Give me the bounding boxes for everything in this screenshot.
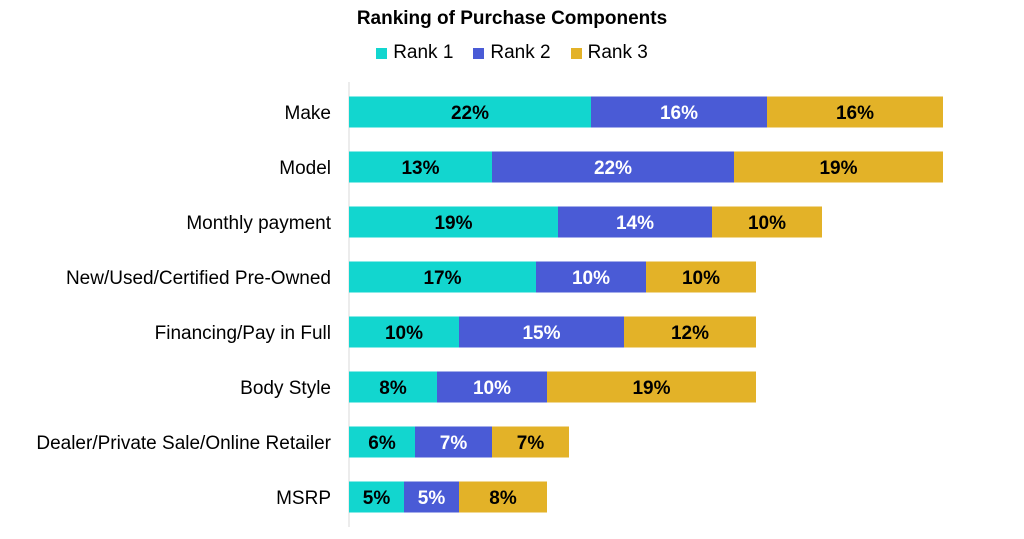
bar-segment-rank-2 — [591, 96, 767, 128]
legend-label-rank-3: Rank 3 — [587, 42, 648, 63]
data-label-rank-2: 5% — [418, 488, 446, 509]
data-label-rank-2: 15% — [522, 323, 560, 344]
data-label-rank-3: 19% — [632, 378, 670, 399]
data-label-rank-2: 16% — [660, 103, 698, 124]
bar-segment-rank-3 — [624, 316, 756, 348]
legend-label-rank-2: Rank 2 — [490, 42, 551, 63]
data-label-rank-1: 6% — [368, 433, 396, 454]
data-label-rank-2: 10% — [572, 268, 610, 289]
chart-title: Ranking of Purchase Components — [356, 8, 668, 29]
bar-segment-rank-2 — [459, 316, 624, 348]
bar-segment-rank-3 — [767, 96, 943, 128]
bar-segment-rank-3 — [734, 151, 943, 183]
bar-segment-rank-2 — [536, 261, 646, 293]
category-label: Model — [279, 158, 331, 179]
legend-item-rank-2: Rank 2 — [473, 42, 551, 64]
category-label: Dealer/Private Sale/Online Retailer — [36, 433, 331, 454]
legend: Rank 1 Rank 2 Rank 3 — [0, 42, 1024, 64]
legend-swatch-rank-3 — [570, 47, 582, 59]
data-label-rank-1: 13% — [401, 158, 439, 179]
category-label: Make — [285, 103, 331, 124]
legend-item-rank-3: Rank 3 — [570, 42, 648, 64]
data-label-rank-1: 5% — [363, 488, 391, 509]
bar-segment-rank-1 — [349, 151, 492, 183]
bar-segment-rank-1 — [349, 371, 437, 403]
bar-segment-rank-1 — [349, 96, 591, 128]
data-label-rank-1: 10% — [385, 323, 423, 344]
bar-segment-rank-1 — [349, 481, 404, 513]
data-label-rank-3: 7% — [517, 433, 545, 454]
bar-segment-rank-2 — [404, 481, 459, 513]
data-label-rank-1: 8% — [379, 378, 407, 399]
category-label: Monthly payment — [186, 213, 331, 234]
data-label-rank-3: 16% — [836, 103, 874, 124]
data-label-rank-3: 12% — [671, 323, 709, 344]
data-label-rank-2: 10% — [473, 378, 511, 399]
bar-segment-rank-2 — [415, 426, 492, 458]
bar-segment-rank-1 — [349, 206, 558, 238]
data-label-rank-1: 19% — [434, 213, 472, 234]
bar-segment-rank-2 — [437, 371, 547, 403]
legend-swatch-rank-1 — [376, 47, 388, 59]
bar-segment-rank-3 — [547, 371, 756, 403]
data-label-rank-3: 10% — [748, 213, 786, 234]
category-label: Financing/Pay in Full — [155, 323, 331, 344]
data-label-rank-2: 14% — [616, 213, 654, 234]
bar-segment-rank-2 — [558, 206, 712, 238]
bar-segment-rank-1 — [349, 261, 536, 293]
data-label-rank-1: 22% — [451, 103, 489, 124]
category-label: New/Used/Certified Pre-Owned — [66, 268, 331, 289]
data-label-rank-2: 22% — [594, 158, 632, 179]
data-label-rank-3: 8% — [489, 488, 517, 509]
data-label-rank-1: 17% — [423, 268, 461, 289]
data-label-rank-3: 19% — [819, 158, 857, 179]
bar-segment-rank-1 — [349, 316, 459, 348]
data-label-rank-2: 7% — [440, 433, 468, 454]
legend-swatch-rank-2 — [473, 47, 485, 59]
category-label: MSRP — [276, 488, 331, 509]
bar-segment-rank-3 — [712, 206, 822, 238]
bar-segment-rank-1 — [349, 426, 415, 458]
category-label: Body Style — [240, 378, 331, 399]
bar-segment-rank-3 — [646, 261, 756, 293]
legend-label-rank-1: Rank 1 — [393, 42, 454, 63]
data-label-rank-3: 10% — [682, 268, 720, 289]
bar-segment-rank-3 — [459, 481, 547, 513]
bar-segment-rank-2 — [492, 151, 734, 183]
bar-segment-rank-3 — [492, 426, 569, 458]
legend-item-rank-1: Rank 1 — [376, 42, 453, 64]
